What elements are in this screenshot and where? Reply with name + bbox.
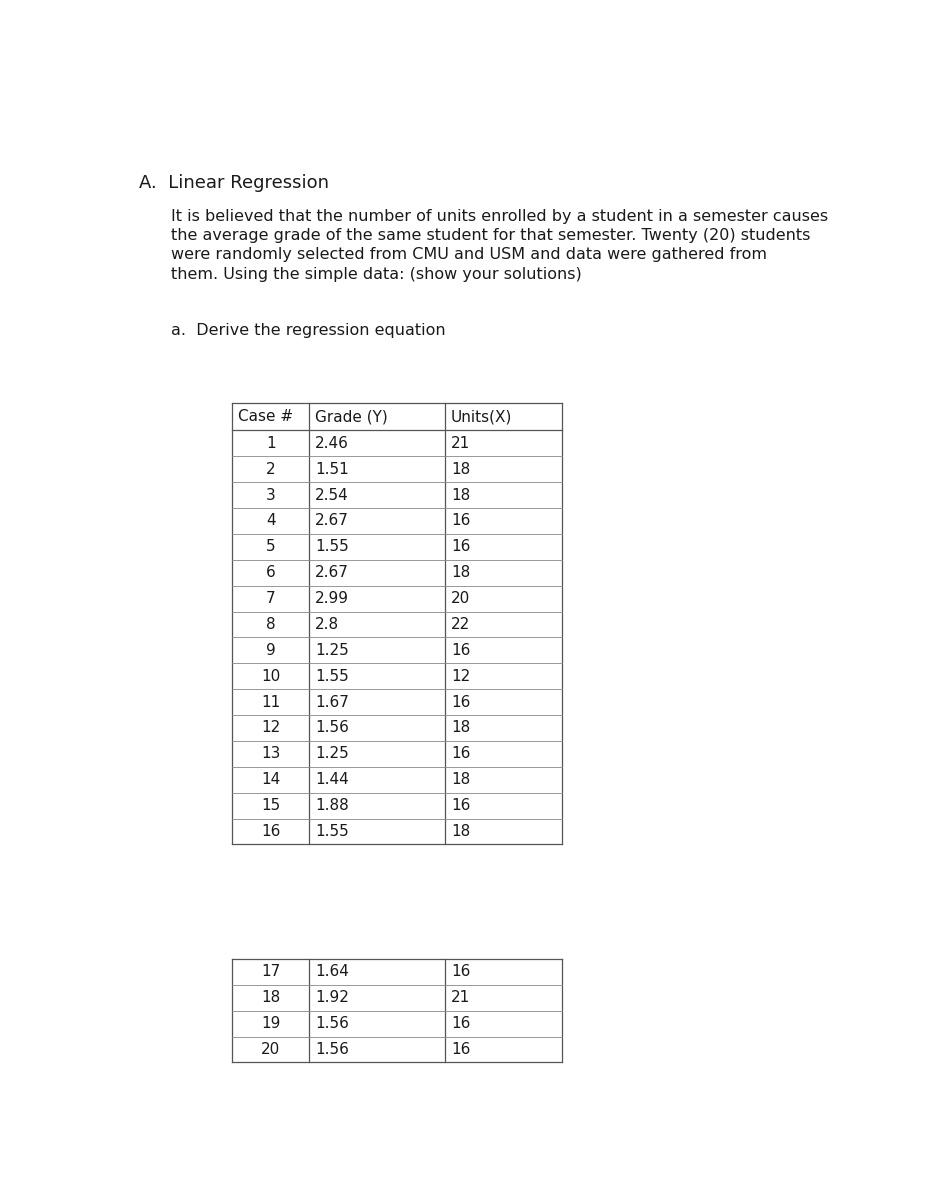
- Text: 2.67: 2.67: [315, 565, 348, 581]
- Text: 18: 18: [451, 824, 470, 839]
- Text: It is believed that the number of units enrolled by a student in a semester caus: It is believed that the number of units …: [171, 209, 829, 223]
- Text: 18: 18: [451, 462, 470, 476]
- Text: 1.51: 1.51: [315, 462, 348, 476]
- Text: A.  Linear Regression: A. Linear Regression: [139, 174, 329, 192]
- Text: 1.56: 1.56: [315, 1042, 348, 1057]
- Text: 4: 4: [266, 514, 276, 528]
- Text: 18: 18: [261, 990, 280, 1006]
- Text: 1.67: 1.67: [315, 695, 348, 709]
- Text: 10: 10: [261, 668, 280, 684]
- Text: 1.25: 1.25: [315, 746, 348, 761]
- Text: were randomly selected from CMU and USM and data were gathered from: were randomly selected from CMU and USM …: [171, 247, 767, 263]
- Text: 6: 6: [266, 565, 276, 581]
- Text: 18: 18: [451, 720, 470, 736]
- Text: 15: 15: [261, 798, 280, 814]
- Text: 12: 12: [261, 720, 280, 736]
- Text: 1.88: 1.88: [315, 798, 348, 814]
- Text: 5: 5: [266, 539, 276, 554]
- Text: 16: 16: [451, 1016, 471, 1031]
- Text: 7: 7: [266, 592, 276, 606]
- Text: 9: 9: [266, 643, 276, 658]
- Text: 20: 20: [451, 592, 470, 606]
- Text: 22: 22: [451, 617, 470, 632]
- Text: 1.25: 1.25: [315, 643, 348, 658]
- Text: 16: 16: [451, 798, 471, 814]
- Text: Units(X): Units(X): [451, 409, 512, 424]
- Text: 18: 18: [451, 773, 470, 787]
- Text: a.  Derive the regression equation: a. Derive the regression equation: [171, 323, 446, 338]
- Text: the average grade of the same student for that semester. Twenty (20) students: the average grade of the same student fo…: [171, 228, 811, 244]
- Text: 2: 2: [266, 462, 276, 476]
- Text: 13: 13: [261, 746, 280, 761]
- Text: 16: 16: [451, 965, 471, 979]
- Text: 20: 20: [261, 1042, 280, 1057]
- Text: 21: 21: [451, 436, 470, 451]
- Text: 16: 16: [451, 514, 471, 528]
- Text: 18: 18: [451, 487, 470, 503]
- Text: 19: 19: [261, 1016, 280, 1031]
- Text: 1.44: 1.44: [315, 773, 348, 787]
- Text: 2.8: 2.8: [315, 617, 339, 632]
- Text: 18: 18: [451, 565, 470, 581]
- Text: 17: 17: [261, 965, 280, 979]
- Text: 2.54: 2.54: [315, 487, 348, 503]
- Text: 16: 16: [451, 643, 471, 658]
- Text: 1: 1: [266, 436, 276, 451]
- Text: 1.56: 1.56: [315, 1016, 348, 1031]
- Text: 16: 16: [451, 539, 471, 554]
- Text: 3: 3: [266, 487, 276, 503]
- Text: 11: 11: [261, 695, 280, 709]
- Text: 2.46: 2.46: [315, 436, 348, 451]
- Text: 1.55: 1.55: [315, 824, 348, 839]
- Text: 1.64: 1.64: [315, 965, 348, 979]
- Text: 16: 16: [451, 1042, 471, 1057]
- Text: 16: 16: [451, 695, 471, 709]
- Text: 16: 16: [261, 824, 280, 839]
- Text: 1.92: 1.92: [315, 990, 348, 1006]
- Text: 1.56: 1.56: [315, 720, 348, 736]
- Text: 14: 14: [261, 773, 280, 787]
- Text: 21: 21: [451, 990, 470, 1006]
- Text: Case #: Case #: [238, 409, 294, 424]
- Text: 8: 8: [266, 617, 276, 632]
- Text: them. Using the simple data: (show your solutions): them. Using the simple data: (show your …: [171, 266, 582, 282]
- Text: 12: 12: [451, 668, 470, 684]
- Text: 1.55: 1.55: [315, 539, 348, 554]
- Text: 2.99: 2.99: [315, 592, 349, 606]
- Text: 16: 16: [451, 746, 471, 761]
- Text: 1.55: 1.55: [315, 668, 348, 684]
- Text: Grade (Y): Grade (Y): [315, 409, 388, 424]
- Text: 2.67: 2.67: [315, 514, 348, 528]
